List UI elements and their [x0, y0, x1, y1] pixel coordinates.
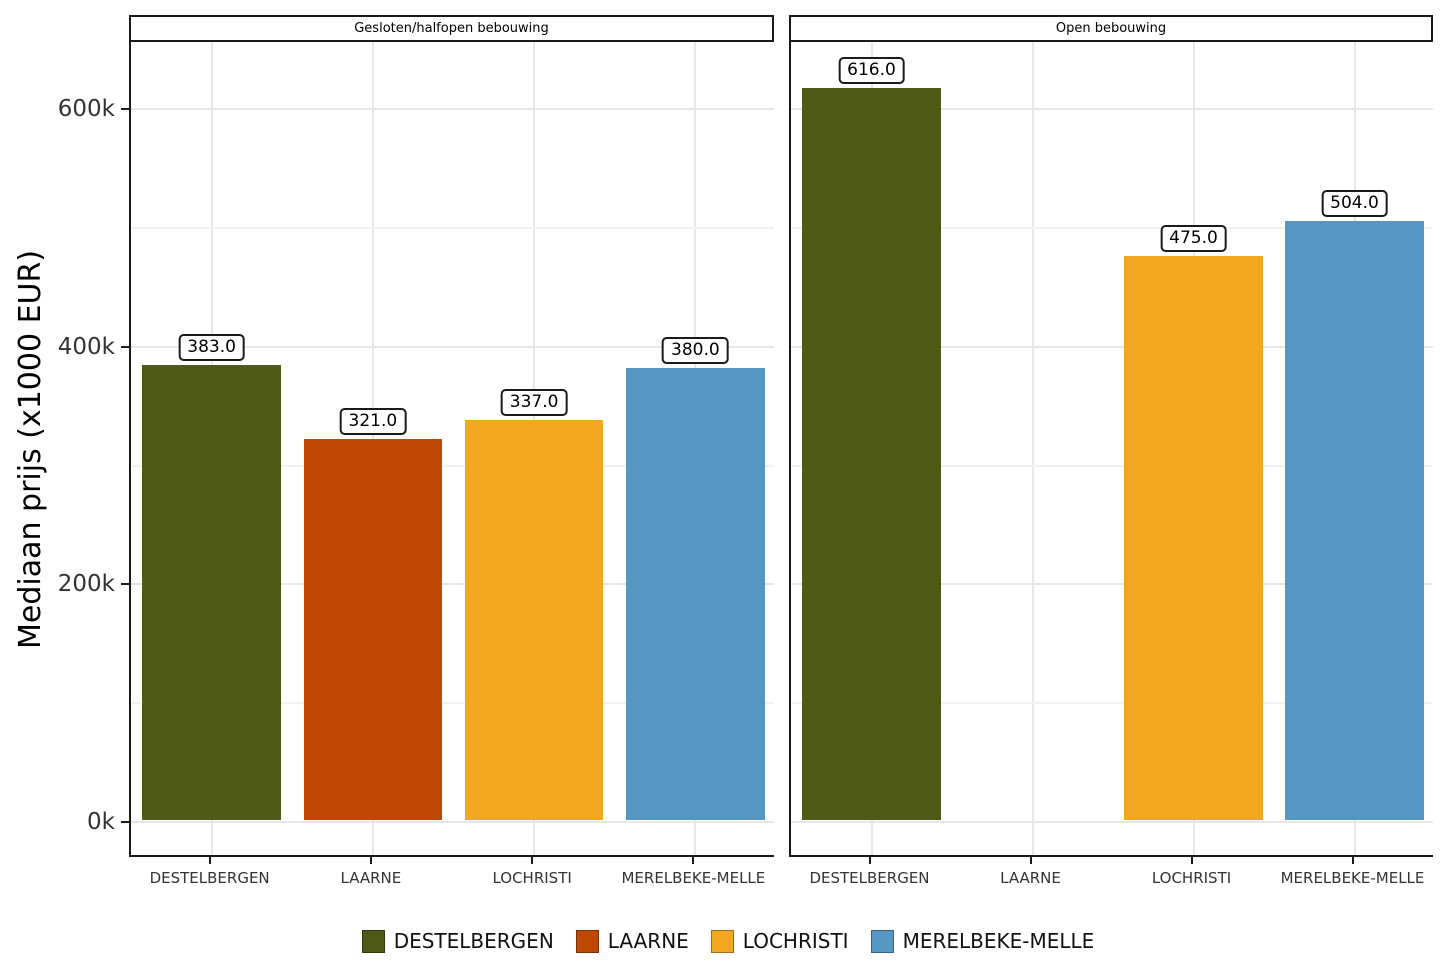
gridline-major: [791, 821, 1433, 823]
legend-color-swatch: [710, 929, 734, 953]
facet-panel-open: 616.0 475.0 504.0: [789, 42, 1433, 857]
legend-item: MERELBEKE-MELLE: [870, 929, 1095, 953]
bar-value-label: 475.0: [1160, 224, 1227, 252]
legend-color-swatch: [575, 929, 599, 953]
x-axis-tick-label: LOCHRISTI: [492, 869, 572, 887]
bar-value-label: 504.0: [1321, 190, 1388, 218]
bar-value-label: 616.0: [838, 57, 905, 84]
gridline-minor: [791, 226, 1433, 229]
legend-label: DESTELBERGEN: [393, 929, 554, 953]
legend-color-swatch: [870, 929, 894, 953]
gridline-minor: [131, 226, 774, 229]
x-axis-tick-label: LAARNE: [1000, 869, 1061, 887]
bar-destelbergen: [802, 88, 941, 820]
gridline-minor: [791, 702, 1433, 705]
gridline-major: [131, 345, 774, 348]
bar-value-label: 383.0: [178, 333, 245, 361]
facet-strip-label: Open bebouwing: [1055, 21, 1167, 36]
facet-strip-gesloten: Gesloten/halfopen bebouwing: [129, 15, 774, 42]
bar-lochristi: [1124, 255, 1263, 820]
x-axis-tick: [531, 857, 534, 864]
x-axis-tick: [868, 857, 871, 864]
x-axis-tick: [1029, 857, 1032, 864]
legend-color-swatch: [361, 929, 385, 953]
bar-merelbeke-melle: [1285, 221, 1424, 820]
bar-value-label: 380.0: [662, 337, 729, 365]
y-axis: 0k 200k 400k 600k: [0, 42, 129, 857]
legend-label: LAARNE: [607, 929, 689, 953]
x-axis-tick: [1351, 857, 1354, 864]
bar-value-label: 337.0: [500, 388, 568, 416]
x-axis-open: DESTELBERGEN LAARNE LOCHRISTI MERELBEKE-MEL…: [789, 857, 1433, 899]
y-axis-tick: [121, 108, 129, 110]
legend-item: DESTELBERGEN: [361, 929, 554, 953]
y-axis-tick: [121, 821, 129, 823]
facet-panel-gesloten: 383.0 321.0 337.0 380.0: [129, 42, 774, 857]
gridline-major: [791, 583, 1433, 586]
x-axis-tick-label: LAARNE: [340, 869, 402, 887]
gridline-vertical: [1031, 42, 1034, 855]
facet-strip-open: Open bebouwing: [789, 15, 1433, 42]
bar-merelbeke-melle: [626, 368, 765, 820]
legend-item: LOCHRISTI: [710, 929, 849, 953]
x-axis-tick: [208, 857, 211, 864]
x-axis-tick: [369, 857, 372, 864]
bar-value-label: 321.0: [339, 407, 407, 435]
chart-legend: DESTELBERGEN LAARNE LOCHRISTI MERELBEKE-MEL…: [0, 918, 1456, 964]
x-axis-tick: [1190, 857, 1193, 864]
y-axis-tick-label: 200k: [57, 571, 115, 598]
y-axis-tick: [121, 583, 129, 586]
gridline-minor: [131, 702, 774, 705]
x-axis-tick: [692, 857, 695, 864]
gridline-major: [791, 108, 1433, 110]
bar-lochristi: [464, 419, 604, 820]
y-axis-tick-label: 0k: [87, 809, 115, 835]
y-axis-tick: [121, 345, 129, 348]
y-axis-tick-label: 600k: [57, 96, 115, 122]
bar-destelbergen: [142, 364, 281, 820]
facet-strip-label: Gesloten/halfopen bebouwing: [354, 21, 549, 36]
gridline-minor: [131, 464, 774, 467]
y-axis-tick-label: 400k: [57, 333, 115, 360]
bar-laarne: [303, 438, 443, 820]
x-axis-tick-label: LOCHRISTI: [1151, 869, 1232, 887]
x-axis-tick-label: MERELBEKE-MELLE: [1280, 869, 1425, 887]
legend-label: MERELBEKE-MELLE: [902, 929, 1095, 953]
gridline-major: [791, 345, 1433, 348]
legend-label: LOCHRISTI: [742, 929, 849, 953]
legend-item: LAARNE: [575, 929, 689, 953]
gridline-major: [131, 583, 774, 586]
x-axis-tick-label: DESTELBERGEN: [809, 869, 930, 887]
x-axis-tick-label: DESTELBERGEN: [149, 869, 270, 887]
x-axis-gesloten: DESTELBERGEN LAARNE LOCHRISTI MERELBEKE-MEL…: [129, 857, 774, 899]
x-axis-tick-label: MERELBEKE-MELLE: [621, 869, 766, 887]
gridline-minor: [791, 464, 1433, 467]
gridline-major: [131, 108, 774, 110]
gridline-major: [131, 821, 774, 823]
